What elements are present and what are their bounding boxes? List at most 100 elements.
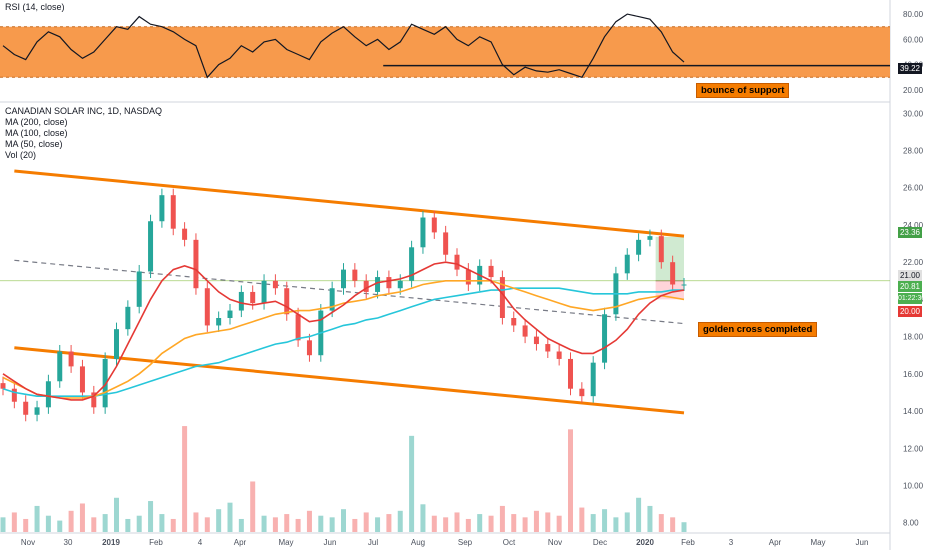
volume-bar-8	[91, 517, 97, 532]
rsi-ytick-1: 60.00	[903, 35, 924, 44]
price-ytick-0: 30.00	[903, 109, 924, 118]
ma200-legend: MA (200, close)	[5, 117, 68, 127]
candle-body-14	[159, 195, 165, 222]
volume-bar-38	[431, 515, 437, 532]
volume-bar-31	[352, 518, 358, 532]
xtick-7: Jun	[324, 538, 337, 547]
price-ytick-7: 16.00	[903, 370, 924, 379]
volume-bar-7	[79, 503, 85, 532]
candle-body-46	[522, 325, 528, 337]
xtick-5: Apr	[234, 538, 247, 547]
candle-body-45	[511, 318, 517, 326]
volume-bar-47	[533, 510, 539, 532]
candle-body-49	[556, 351, 562, 359]
candle-body-20	[227, 310, 233, 318]
volume-bar-19	[216, 509, 222, 532]
candle-body-52	[590, 362, 596, 397]
volume-bar-6	[68, 510, 74, 532]
price-ytick-3: 24.00	[903, 221, 924, 230]
bounce-annotation: bounce of support	[696, 83, 790, 98]
candle-body-18	[204, 288, 210, 326]
xtick-6: May	[278, 538, 293, 547]
ma50-line	[2, 261, 685, 401]
volume-bar-37	[420, 504, 426, 532]
candle-body-0	[0, 383, 6, 389]
candle-body-10	[114, 329, 119, 359]
rsi-ytick-3: 20.00	[903, 86, 924, 95]
rsi-ytick-0: 80.00	[903, 10, 924, 19]
candle-body-16	[182, 228, 188, 240]
xtick-11: Oct	[503, 538, 516, 547]
xtick-9: Aug	[411, 538, 425, 547]
golden-cross-annotation: golden cross completed	[698, 322, 818, 337]
volume-bar-54	[613, 517, 619, 532]
rsi-value-tag: 39.22	[898, 63, 922, 74]
volume-bar-42	[477, 514, 483, 532]
volume-bar-39	[443, 517, 449, 532]
candle-body-43	[488, 265, 494, 278]
countdown-tag: 01:22:30	[898, 293, 926, 304]
volume-bar-11	[125, 518, 131, 532]
candle-body-8	[91, 392, 97, 408]
volume-bar-25	[284, 514, 290, 532]
xtick-12: Nov	[548, 538, 562, 547]
volume-bar-56	[636, 497, 642, 532]
candle-body-15	[170, 195, 176, 229]
channel-upper-line	[14, 169, 685, 238]
volume-bar-34	[386, 514, 392, 532]
price-ytick-10: 10.00	[903, 481, 924, 490]
candle-body-39	[443, 232, 449, 255]
price-ytick-4: 22.00	[903, 258, 924, 267]
volume-bar-57	[647, 505, 653, 532]
volume-bar-28	[318, 515, 324, 532]
volume-bar-23	[261, 515, 267, 532]
volume-bar-35	[397, 510, 403, 532]
candle-body-5	[57, 351, 63, 382]
candle-body-48	[545, 344, 551, 352]
ma100-legend: MA (100, close)	[5, 128, 68, 138]
candle-body-7	[79, 366, 85, 393]
xtick-2: 2019	[102, 538, 120, 547]
candle-body-37	[420, 217, 426, 248]
price-ytick-9: 12.00	[903, 444, 924, 453]
volume-bar-52	[590, 514, 596, 532]
target-price-tag: 23.36	[898, 227, 922, 238]
volume-bar-30	[341, 509, 346, 532]
candle-body-32	[363, 280, 369, 292]
volume-bar-48	[545, 512, 551, 532]
candle-body-23	[261, 280, 267, 304]
candle-body-27	[306, 340, 312, 356]
volume-bar-2	[23, 518, 29, 532]
channel-lower-line	[14, 346, 685, 415]
candle-body-31	[352, 269, 358, 281]
volume-bar-36	[409, 435, 415, 532]
candle-body-21	[238, 291, 244, 311]
candle-body-38	[431, 217, 437, 233]
rsi-band	[0, 26, 890, 78]
candle-body-51	[579, 388, 585, 397]
xtick-17: Apr	[769, 538, 782, 547]
candle-body-58	[658, 236, 664, 263]
xtick-8: Jul	[368, 538, 378, 547]
candle-body-55	[624, 254, 630, 274]
candle-body-44	[499, 277, 505, 318]
volume-bar-32	[363, 512, 369, 532]
symbol-legend: CANADIAN SOLAR INC, 1D, NASDAQ	[5, 106, 163, 116]
xtick-16: 3	[729, 538, 734, 547]
volume-bar-60	[681, 522, 687, 532]
xtick-0: Nov	[21, 538, 35, 547]
xtick-1: 30	[64, 538, 73, 547]
candle-body-30	[341, 269, 346, 289]
stop-price-tag: 20.00	[898, 306, 922, 317]
xtick-4: 4	[198, 538, 203, 547]
candle-body-2	[23, 401, 29, 415]
volume-bar-10	[114, 497, 119, 532]
xtick-13: Dec	[593, 538, 607, 547]
volume-legend: Vol (20)	[5, 150, 37, 160]
xtick-19: Jun	[856, 538, 869, 547]
rsi-legend-label: RSI (14, close)	[5, 2, 65, 12]
candle-body-35	[397, 280, 403, 289]
candle-body-57	[647, 236, 653, 240]
candle-body-34	[386, 277, 392, 289]
